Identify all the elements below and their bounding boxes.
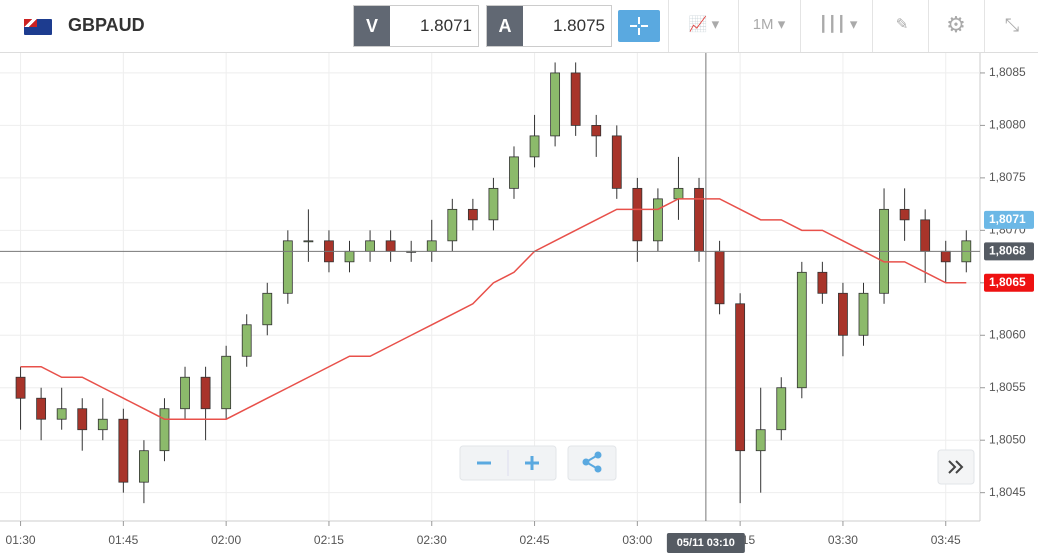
- timeframe: 1M: [752, 16, 774, 33]
- x-tick-label: 01:45: [108, 533, 138, 547]
- candle-body: [653, 198, 663, 242]
- collapse-button[interactable]: ⤡: [1004, 15, 1020, 35]
- candle-body: [426, 240, 437, 252]
- candle-body: [467, 208, 478, 221]
- candle-body: [262, 292, 273, 326]
- candle-body: [550, 72, 561, 137]
- bid-label: V: [354, 6, 390, 46]
- chevron-icon: [948, 460, 964, 474]
- candle-body: [796, 271, 807, 389]
- candle-body: [735, 303, 746, 452]
- candle-body: [776, 387, 787, 431]
- candle-body: [838, 292, 848, 336]
- bid-price: 1.8071: [420, 16, 472, 35]
- candle-body: [97, 418, 108, 431]
- candle-body: [159, 408, 170, 452]
- crosshair-time-label: 05/11 03:10: [677, 537, 735, 549]
- flag-icon: [24, 19, 52, 35]
- candle-body: [118, 418, 129, 483]
- candle-body: [139, 450, 149, 483]
- ask-price: 1.8075: [553, 16, 605, 35]
- y-tick-label: 1,8085: [989, 65, 1026, 79]
- x-tick-label: 03:00: [622, 533, 652, 547]
- chart-type-button[interactable]: 📈 ▾: [688, 16, 720, 33]
- candle-body: [447, 208, 458, 242]
- separator: [928, 0, 929, 52]
- price-label: 1,8071: [989, 212, 1026, 226]
- candle-body: [221, 355, 232, 410]
- candle-body: [36, 397, 47, 420]
- price-label-box: [984, 210, 1034, 229]
- candle-body: [611, 135, 622, 189]
- candle-body: [282, 240, 293, 294]
- candle-style-button[interactable]: ┃┃┃ ▾: [818, 16, 858, 33]
- candle-body: [529, 135, 540, 158]
- candle-body: [940, 250, 951, 263]
- x-tick-label: 02:15: [314, 533, 344, 547]
- ask-label: A: [487, 6, 523, 46]
- share-button[interactable]: [567, 445, 617, 481]
- x-tick-label: 02:45: [520, 533, 550, 547]
- bid-box[interactable]: V 1.8071: [353, 5, 479, 47]
- symbol: GBPAUD: [68, 15, 145, 35]
- y-tick-label: 1,8055: [989, 380, 1026, 394]
- price-label: 1,8065: [989, 275, 1026, 289]
- x-tick-label: 03:30: [828, 533, 858, 547]
- y-tick-label: 1,8045: [989, 485, 1026, 499]
- candle-body: [509, 156, 519, 189]
- candle-body: [755, 429, 766, 452]
- y-tick-label: 1,8060: [989, 327, 1026, 341]
- y-tick-label: 1,8080: [989, 118, 1026, 132]
- candle-body: [714, 250, 725, 305]
- separator: [984, 0, 985, 52]
- x-tick-label: 01:30: [6, 533, 36, 547]
- x-tick-label: 02:00: [211, 533, 241, 547]
- candle-body: [56, 408, 67, 420]
- candle-body: [817, 271, 828, 294]
- price-label-box: [984, 242, 1034, 261]
- share-icon: [582, 451, 602, 473]
- candle-body: [673, 187, 684, 200]
- timeframe-button[interactable]: 1M ▾: [752, 16, 786, 33]
- settings-button[interactable]: ⚙: [946, 12, 966, 37]
- candle-body: [899, 208, 910, 221]
- candle-body: [344, 250, 355, 263]
- crosshair-icon: [630, 17, 648, 35]
- candle-body: [241, 324, 252, 357]
- y-tick-label: 1,8050: [989, 432, 1026, 446]
- price-label-box: [984, 273, 1034, 292]
- candle-body: [858, 292, 869, 336]
- candle-body: [694, 187, 704, 252]
- y-tick-label: 1,8075: [989, 170, 1026, 184]
- candle-body: [632, 187, 643, 242]
- price-label: 1,8068: [989, 243, 1026, 257]
- toolbar: GBPAUD V 1.8071 A 1.8075 📈 ▾ 1M ▾ ┃┃┃ ▾ ✎ …: [0, 0, 1038, 53]
- separator: [738, 0, 739, 52]
- separator: [872, 0, 873, 52]
- ask-box[interactable]: A 1.8075: [486, 5, 612, 47]
- candle-body: [488, 187, 499, 221]
- candle-body: [180, 376, 190, 410]
- x-tick-label: 02:30: [417, 533, 447, 547]
- crosshair-time-box: [666, 533, 745, 553]
- candle-body: [591, 125, 602, 137]
- candle-body: [570, 72, 581, 126]
- separator: [668, 0, 669, 52]
- candle-body: [303, 240, 314, 243]
- zoom-in-button[interactable]: [525, 456, 539, 470]
- candle-body: [200, 376, 211, 410]
- candle-body: [365, 240, 375, 252]
- separator: [800, 0, 801, 52]
- candle-body: [77, 408, 88, 431]
- moving-average-line: [20, 198, 967, 420]
- x-tick-label: 03:45: [931, 533, 961, 547]
- candle-body: [385, 240, 396, 252]
- candle-body: [920, 219, 931, 252]
- drawing-button[interactable]: ✎: [895, 16, 909, 33]
- candle-body: [15, 376, 26, 399]
- crosshair-button[interactable]: [618, 10, 660, 42]
